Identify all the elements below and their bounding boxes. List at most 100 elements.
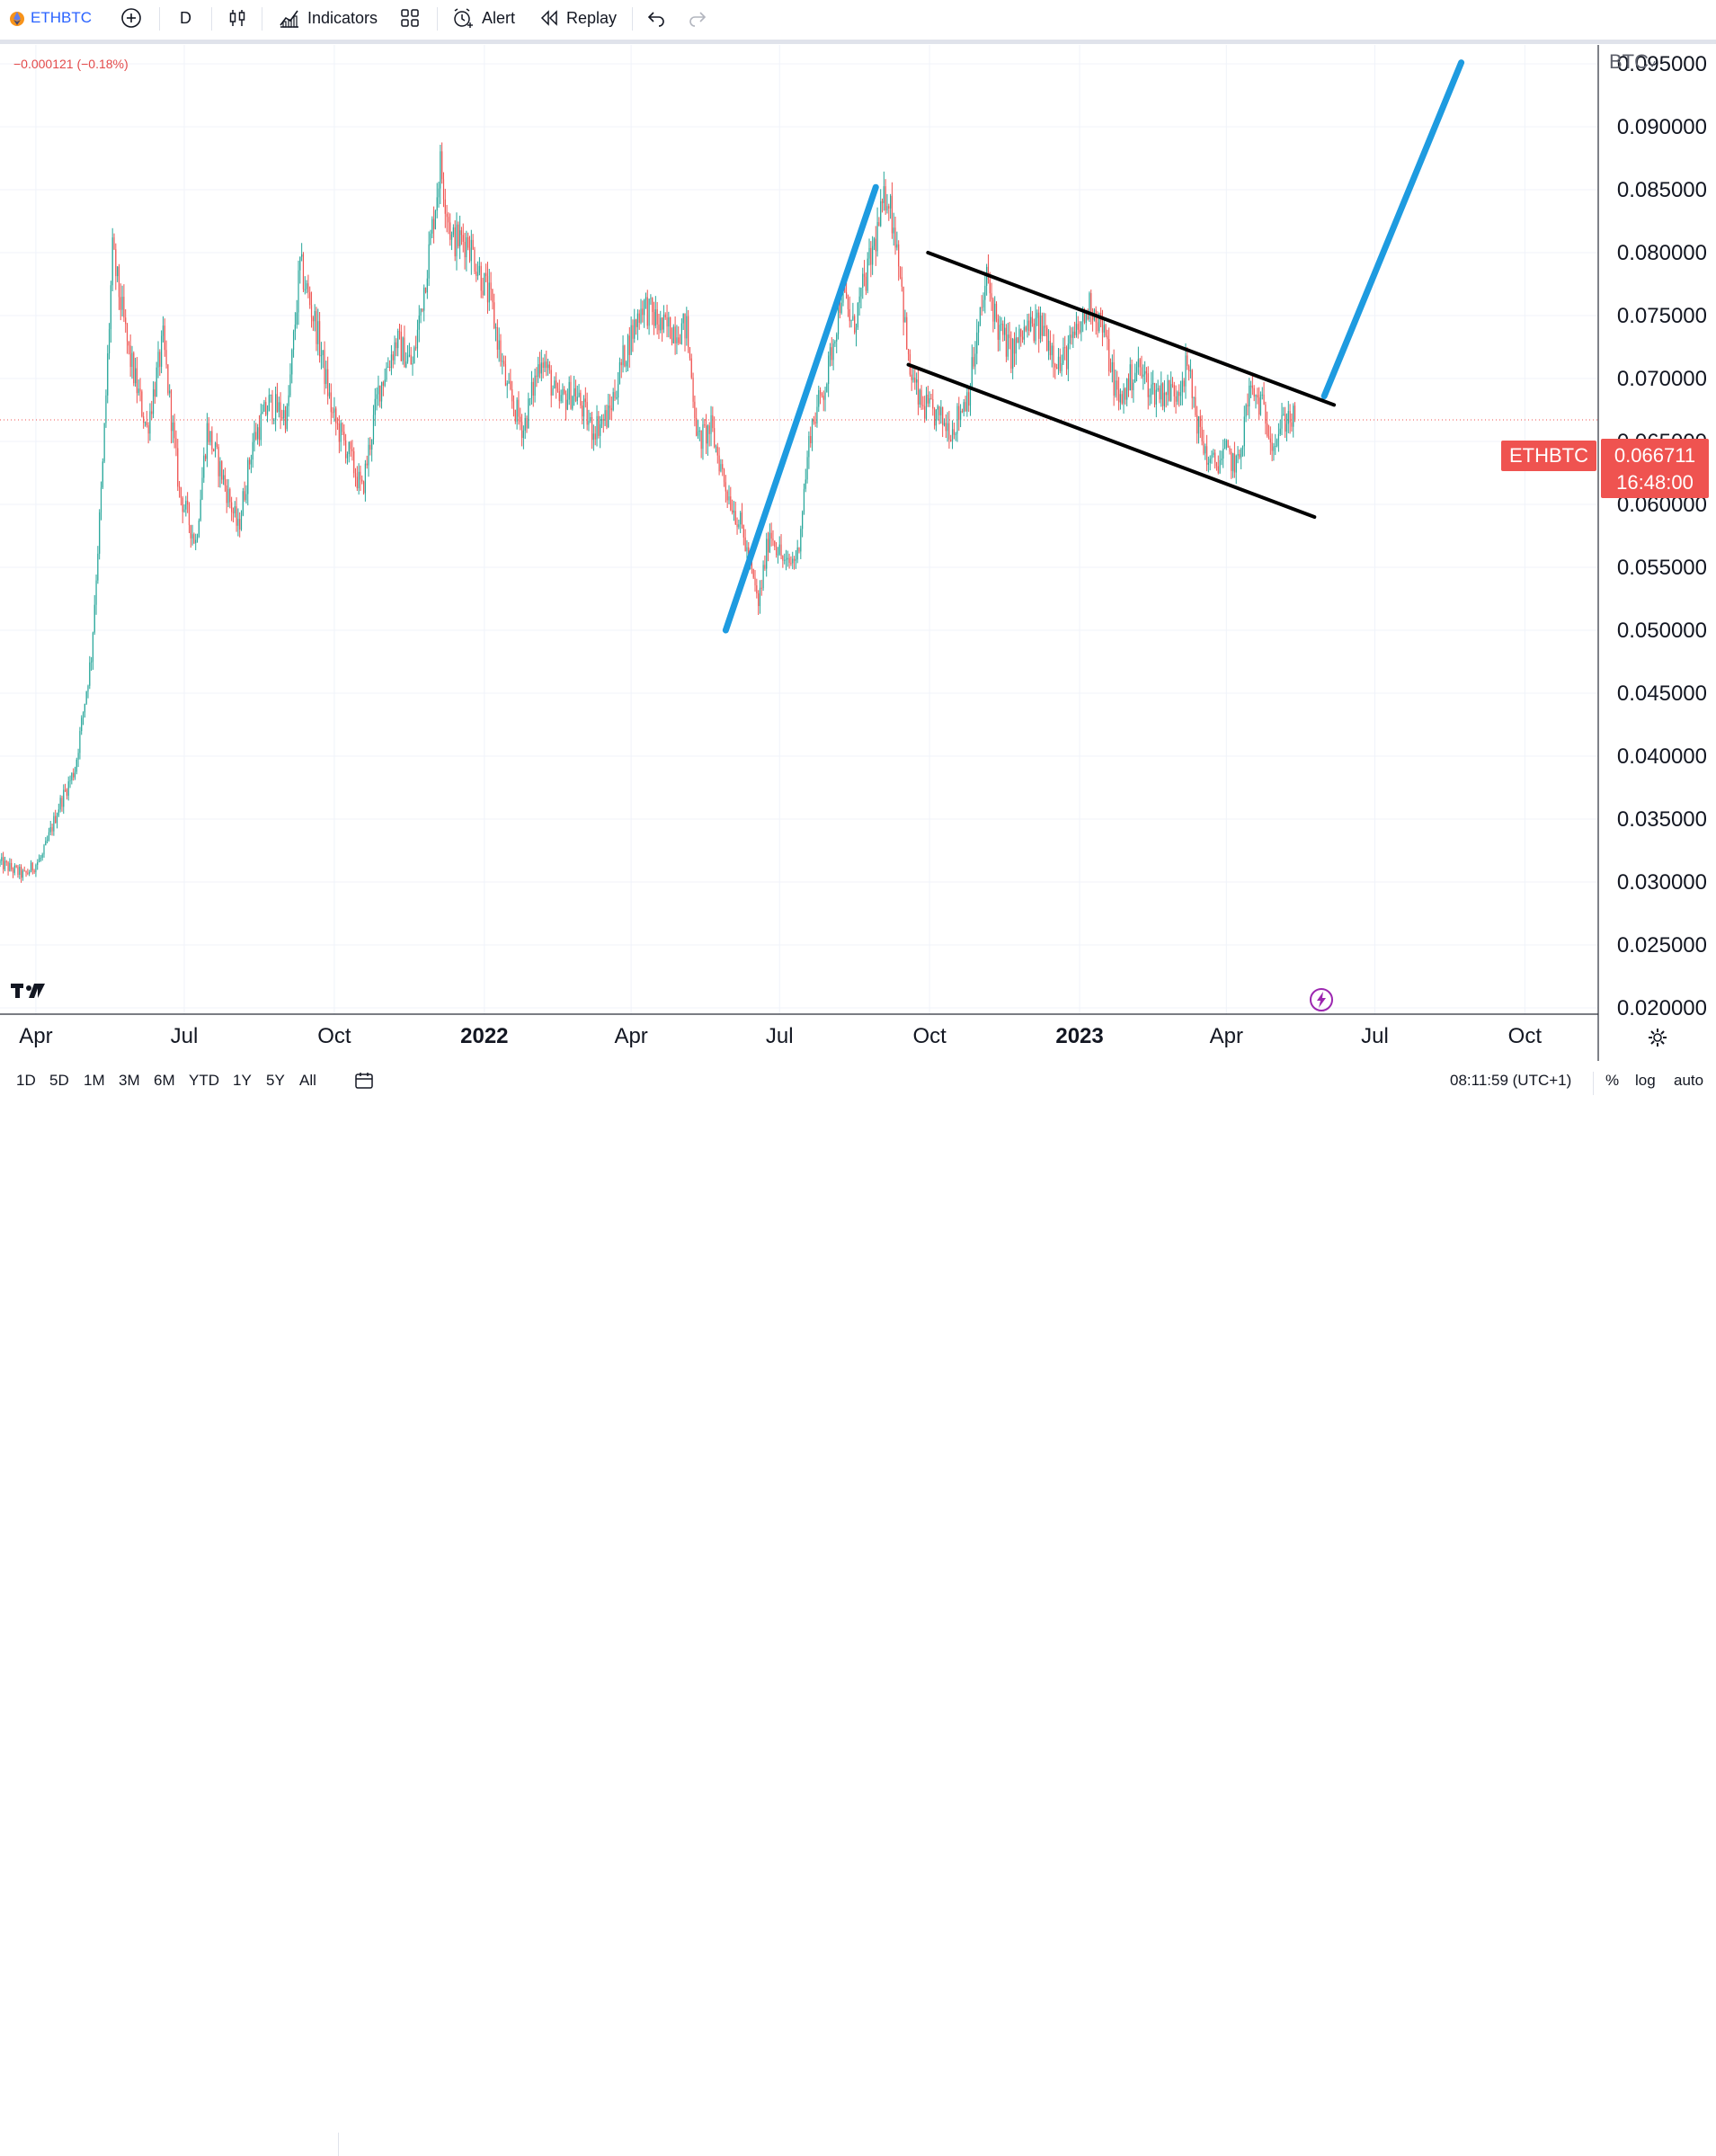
date-range-button[interactable] <box>353 1070 375 1096</box>
candle-body <box>61 797 63 807</box>
chart-type-button[interactable] <box>227 0 248 36</box>
price-chart[interactable]: 0.095000 0.090000 0.085000 0.080000 0.075000… <box>0 0 1716 1061</box>
log-scale-toggle[interactable]: log <box>1635 1072 1656 1089</box>
candle-body <box>485 272 487 277</box>
candle-body <box>169 390 171 394</box>
candle-body <box>460 230 463 236</box>
candle-body <box>925 394 928 419</box>
alert-button[interactable]: Alert <box>451 0 515 36</box>
candle-body <box>64 789 67 791</box>
candle-body <box>511 388 513 402</box>
candle-body <box>1049 341 1051 356</box>
range-ytd-button[interactable]: YTD <box>189 1072 219 1089</box>
candle-body <box>446 213 448 218</box>
candle-body <box>1134 372 1136 383</box>
candle-body <box>343 432 345 441</box>
candle-body <box>1237 453 1239 456</box>
candle-body <box>1188 366 1190 371</box>
range-1m-button[interactable]: 1M <box>84 1072 105 1089</box>
candle-body <box>852 316 854 320</box>
candle-body <box>1072 331 1074 338</box>
candle-body <box>1020 328 1022 337</box>
indicators-button[interactable]: Indicators <box>279 0 378 36</box>
candle-body <box>231 502 233 512</box>
candle-body <box>508 380 510 384</box>
candle-body <box>1167 379 1169 396</box>
clock-timezone[interactable]: 08:11:59 (UTC+1) <box>1450 1072 1572 1089</box>
candle-body <box>71 772 73 780</box>
percent-scale-toggle[interactable]: % <box>1605 1072 1620 1089</box>
candle-body <box>530 381 533 398</box>
candle-body <box>1131 364 1133 391</box>
flash-icon[interactable] <box>1309 987 1334 1017</box>
candle-body <box>578 392 580 397</box>
candle-body <box>376 394 378 399</box>
candle-body <box>278 402 280 413</box>
candle-body <box>930 397 932 400</box>
candle-body <box>1059 356 1061 371</box>
candle-body <box>111 237 113 286</box>
tradingview-logo-icon[interactable] <box>11 980 47 1006</box>
candle-body <box>85 691 87 704</box>
symbol-search-button[interactable]: ETHBTC <box>9 0 92 36</box>
candle-body <box>126 324 129 342</box>
axes: 0.095000 0.090000 0.085000 0.080000 0.075000… <box>0 45 1707 1061</box>
candle-body <box>546 361 547 369</box>
candle-body <box>914 377 916 383</box>
candle-body <box>452 227 454 235</box>
candle-body <box>1233 453 1236 473</box>
range-6m-button[interactable]: 6M <box>154 1072 175 1089</box>
blue-trendline-projection[interactable] <box>1320 59 1465 400</box>
redo-button[interactable] <box>687 0 708 36</box>
candle-body <box>826 384 828 393</box>
range-1d-button[interactable]: 1D <box>16 1072 36 1089</box>
drawing-layer[interactable] <box>722 59 1465 634</box>
candle-body <box>187 501 189 505</box>
candle-body <box>989 280 991 294</box>
range-5y-button[interactable]: 5Y <box>266 1072 285 1089</box>
candle-body <box>147 424 149 434</box>
candle-body <box>23 870 25 872</box>
replay-button[interactable]: Replay <box>539 0 617 36</box>
currency-axis-label[interactable]: BTC˅ <box>1609 50 1656 74</box>
candle-body <box>372 414 375 440</box>
range-3m-button[interactable]: 3M <box>119 1072 140 1089</box>
range-5d-button[interactable]: 5D <box>49 1072 69 1089</box>
range-1y-button[interactable]: 1Y <box>233 1072 252 1089</box>
channel-upper-line[interactable] <box>926 251 1337 407</box>
interval-button[interactable]: D <box>180 0 191 36</box>
compare-symbol-button[interactable] <box>120 0 143 36</box>
candle-body <box>1170 384 1172 401</box>
channel-lower-line[interactable] <box>906 362 1317 519</box>
candle-body <box>584 398 586 403</box>
candle-body <box>1243 416 1245 447</box>
currency-label: BTC <box>1609 50 1649 73</box>
candle-body <box>958 405 960 421</box>
candle-body <box>792 558 794 564</box>
candle-body <box>674 326 676 343</box>
candle-body <box>247 459 249 494</box>
replay-label: Replay <box>566 8 618 27</box>
candle-body <box>1062 347 1064 364</box>
candle-body <box>678 337 680 343</box>
candle-body <box>564 388 565 394</box>
undo-button[interactable] <box>645 0 667 36</box>
candle-body <box>899 266 902 278</box>
candle-body <box>942 406 944 425</box>
blue-trendline-rally[interactable] <box>722 183 879 634</box>
range-all-button[interactable]: All <box>299 1072 316 1089</box>
gear-icon[interactable] <box>1647 1027 1668 1053</box>
candle-body <box>317 321 319 344</box>
layout-button[interactable] <box>399 0 421 36</box>
y-tick-label: 0.050000 <box>1617 619 1707 643</box>
auto-scale-toggle[interactable]: auto <box>1674 1072 1704 1089</box>
candle-body <box>686 316 688 339</box>
candle-body <box>740 512 742 525</box>
candle-body <box>776 547 778 556</box>
candle-body <box>1185 355 1187 387</box>
candle-body <box>22 870 23 878</box>
candle-body <box>1171 384 1174 386</box>
candle-body <box>1047 341 1050 351</box>
candle-body <box>784 559 786 561</box>
candle-body <box>286 405 288 430</box>
